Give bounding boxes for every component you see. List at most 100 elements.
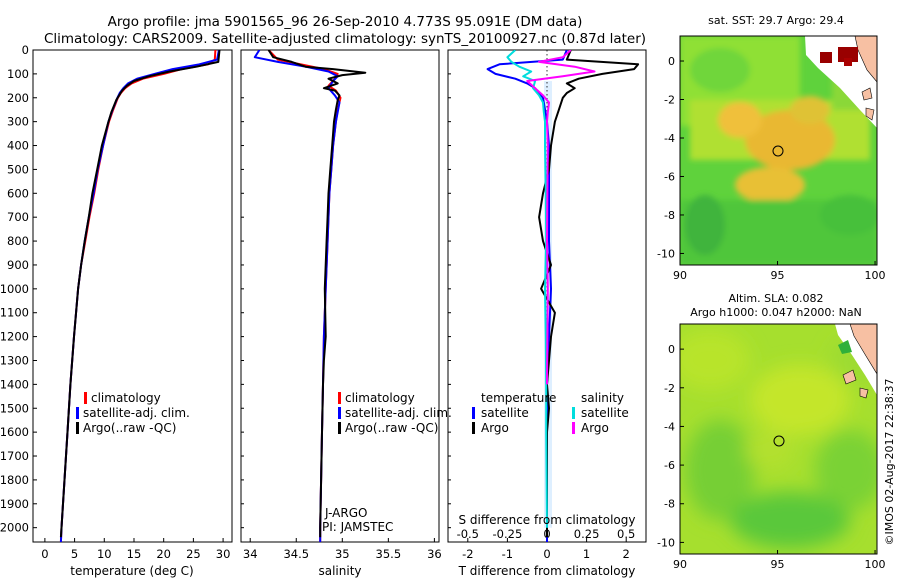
y-tick-label: 1500 xyxy=(0,401,29,415)
s-tick-label: 0.5 xyxy=(617,527,635,541)
legend-title-temperature: temperature xyxy=(481,391,556,405)
map-y-tick-label: -4 xyxy=(664,420,675,433)
map-y-tick-label: -8 xyxy=(664,209,675,222)
x-tick-label: 30 xyxy=(216,547,231,561)
x-tick-label: 35.5 xyxy=(376,547,402,561)
map-y-tick-label: -2 xyxy=(664,94,675,107)
y-tick-label: 100 xyxy=(7,67,29,81)
temperature-axis-label: temperature (deg C) xyxy=(70,564,193,578)
y-tick-label: 600 xyxy=(7,186,29,200)
y-tick-label: 900 xyxy=(7,258,29,272)
s-tick-label: -0.25 xyxy=(493,527,523,541)
y-tick-label: 700 xyxy=(7,210,29,224)
difference-chart: -2 -1 0 1 2-0.5 -0.25 0 0.25 0.5 xyxy=(457,50,640,561)
legend-label: satellite xyxy=(581,406,629,420)
y-tick-label: 1200 xyxy=(0,330,29,344)
legend-swatch-t-satellite xyxy=(472,407,475,419)
sla-map-title-2: Argo h1000: 0.047 h2000: NaN xyxy=(690,306,862,319)
difference-legend: temperature satellite Argo salinity sate… xyxy=(472,391,629,435)
legend-swatch-s-satellite xyxy=(572,407,575,419)
salinity-plot-frame xyxy=(240,49,440,543)
x-tick-label: 10 xyxy=(97,547,112,561)
sst-field xyxy=(680,36,877,265)
depth-axis: 0 100 200 300 400 500 600 700 800 900 1000 1100 1200… xyxy=(0,43,451,535)
sst-map-axes: 90 95 100 0 -2 -4 -6 -8 -10 xyxy=(657,55,886,282)
map-y-tick-label: -4 xyxy=(664,132,675,145)
map-y-tick-label: -10 xyxy=(657,247,675,260)
map-x-tick-label: 100 xyxy=(865,269,886,282)
y-tick-label: 1000 xyxy=(0,282,29,296)
argo-float-marker xyxy=(772,145,784,157)
sst-hot-spot xyxy=(844,58,852,66)
legend-label: Argo xyxy=(481,421,509,435)
y-tick-label: 1100 xyxy=(0,306,29,320)
x-tick-label: 1 xyxy=(583,547,590,561)
figure-title-line-1: Argo profile: jma 5901565_96 26-Sep-2010… xyxy=(108,14,583,30)
imos-credit: ©IMOS 02-Aug-2017 22:38:37 xyxy=(883,379,896,546)
sla-map-axes: 90 95 100 0 -2 -4 -6 -8 -10 xyxy=(657,343,886,571)
sla-coastal-feature xyxy=(838,340,852,354)
legend-label: satellite-adj. clim. xyxy=(83,406,190,420)
x-tick-label: 25 xyxy=(186,547,201,561)
x-tick-label: 34 xyxy=(243,547,258,561)
x-tick-label: 34.5 xyxy=(283,547,309,561)
legend-label: Argo xyxy=(581,421,609,435)
legend-label: climatology xyxy=(345,391,415,405)
t-difference-axis-label: T difference from climatology xyxy=(458,564,636,578)
sst-map-frame xyxy=(679,35,878,266)
map-x-tick-label: 90 xyxy=(673,269,687,282)
y-tick-label: 1400 xyxy=(0,377,29,391)
temperature-plot-frame xyxy=(32,49,233,543)
sla-map-title-1: Altim. SLA: 0.082 xyxy=(728,292,823,305)
series-line-s-argo xyxy=(526,50,596,385)
legend-swatch-argo xyxy=(76,422,79,434)
map-y-tick-label: -6 xyxy=(664,459,675,472)
legend-swatch-t-argo xyxy=(472,422,475,434)
sla-map xyxy=(680,324,877,554)
y-tick-label: 1700 xyxy=(0,449,29,463)
y-tick-label: 800 xyxy=(7,234,29,248)
legend-swatch-s-argo xyxy=(572,422,575,434)
salinity-chart: 34 34.5 35 35.5 36 xyxy=(243,50,442,561)
y-tick-label: 1900 xyxy=(0,497,29,511)
x-tick-label: 20 xyxy=(156,547,171,561)
island xyxy=(859,387,869,399)
salinity-axis-label: salinity xyxy=(318,564,361,578)
map-y-tick-label: -8 xyxy=(664,498,675,511)
island xyxy=(865,107,875,121)
sumatra-coast xyxy=(849,324,877,375)
x-tick-label: 0 xyxy=(543,547,550,561)
legend-swatch-argo xyxy=(338,422,341,434)
island xyxy=(861,87,873,101)
legend-label: satellite-adj. clim. xyxy=(345,406,452,420)
sst-hot-spot xyxy=(820,52,832,63)
y-tick-label: 1600 xyxy=(0,425,29,439)
temperature-chart: 0 5 10 15 20 25 30 xyxy=(41,50,230,561)
y-tick-label: 400 xyxy=(7,139,29,153)
salinity-legend: climatology satellite-adj. clim. Argo(..… xyxy=(338,391,452,435)
x-tick-label: 36 xyxy=(427,547,442,561)
map-y-tick-label: 0 xyxy=(668,343,675,356)
legend-title-salinity: salinity xyxy=(581,391,624,405)
sst-map xyxy=(680,36,877,265)
sst-map-title: sat. SST: 29.7 Argo: 29.4 xyxy=(708,14,844,27)
figure-title-line-2: Climatology: CARS2009. Satellite-adjuste… xyxy=(44,31,646,47)
map-x-tick-label: 100 xyxy=(865,558,886,571)
sla-map-frame xyxy=(679,323,878,555)
y-tick-label: 1800 xyxy=(0,473,29,487)
s-tick-label: -0.5 xyxy=(457,527,479,541)
argo-float-marker xyxy=(773,435,785,447)
y-tick-label: 200 xyxy=(7,91,29,105)
legend-swatch-climatology xyxy=(338,392,341,404)
map-x-tick-label: 90 xyxy=(673,558,687,571)
series-line-s-satellite xyxy=(506,50,548,528)
map-y-tick-label: -10 xyxy=(657,536,675,549)
legend-label: Argo(..raw -QC) xyxy=(345,421,438,435)
x-tick-label: -2 xyxy=(462,547,473,561)
y-tick-label: 2000 xyxy=(0,521,29,535)
x-tick-label: -1 xyxy=(502,547,513,561)
legend-swatch-satellite xyxy=(338,407,341,419)
legend-swatch-climatology xyxy=(84,392,87,404)
s-difference-axis-label: S difference from climatology xyxy=(459,513,636,527)
